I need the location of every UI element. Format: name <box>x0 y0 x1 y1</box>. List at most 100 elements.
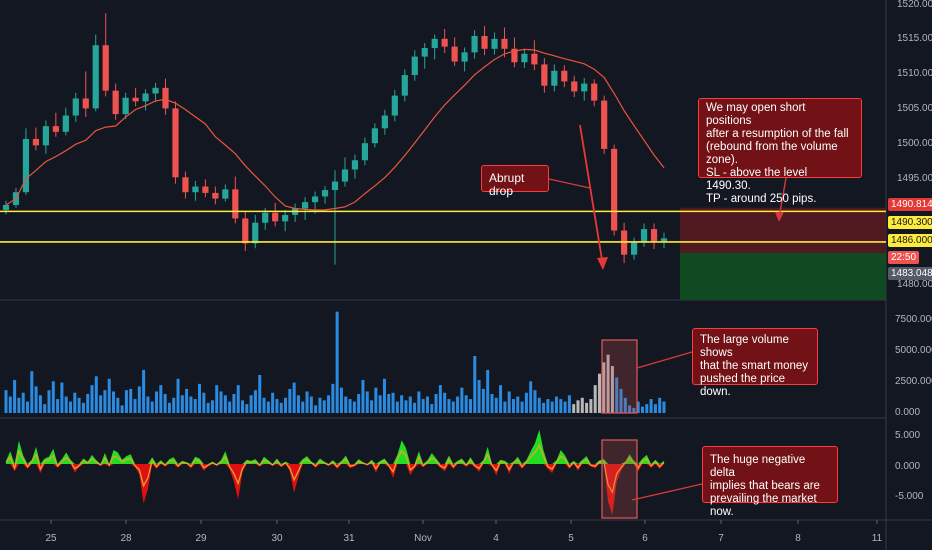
volume-bar <box>215 385 219 413</box>
volume-bar <box>486 369 490 413</box>
time-axis-label: 8 <box>795 533 801 544</box>
volume-bar <box>43 404 47 413</box>
volume-bar <box>352 401 356 413</box>
volume-bar <box>180 395 184 413</box>
plan-connector-head <box>775 212 784 222</box>
volume-bar <box>314 405 318 413</box>
candle-body <box>62 115 69 132</box>
volume-bar <box>322 400 326 413</box>
candle-body <box>601 100 608 149</box>
volume-bar <box>77 397 81 413</box>
candle-body <box>242 218 249 244</box>
volume-note-line-1: The large volume shows <box>700 334 789 359</box>
volume-bar <box>653 404 657 413</box>
candle-body <box>660 238 668 242</box>
volume-bar <box>344 396 348 413</box>
volume-bar <box>56 399 60 413</box>
candle-body <box>282 214 289 222</box>
volume-bar <box>408 396 412 413</box>
price-tag-stop: 1490.814 <box>888 198 932 211</box>
volume-bar <box>94 376 98 413</box>
candle-body <box>222 189 229 199</box>
volume-bar <box>30 371 34 413</box>
candle-body <box>541 64 548 86</box>
candle-body <box>401 75 408 96</box>
volume-bar <box>331 383 335 413</box>
volume-bar <box>511 399 515 413</box>
volume-bar <box>563 401 567 413</box>
volume-bar <box>503 401 507 413</box>
volume-bar <box>438 385 442 413</box>
volume-bar <box>400 395 404 413</box>
volume-bar <box>374 387 378 413</box>
candle-body <box>311 196 319 203</box>
volume-bar <box>537 397 541 413</box>
candle-body <box>361 143 368 161</box>
candle-body <box>72 98 79 116</box>
volume-bar <box>640 406 645 413</box>
candle-body <box>132 97 139 102</box>
volume-bar <box>361 380 365 413</box>
volume-bar <box>60 382 64 413</box>
volume-bar <box>602 362 606 413</box>
delta-highlight-box <box>601 439 638 519</box>
price-axis-label: 1500.000 <box>897 138 932 149</box>
volume-bar <box>619 388 623 413</box>
candle-body <box>122 97 129 115</box>
volume-bar <box>662 401 666 413</box>
volume-bar <box>275 399 279 413</box>
volume-bar <box>309 396 313 413</box>
volume-bar <box>585 402 589 413</box>
price-axis-label: 1480.000 <box>897 279 932 290</box>
volume-bar <box>25 401 30 413</box>
volume-bar <box>112 391 116 413</box>
volume-bar <box>490 393 494 413</box>
candle-body <box>192 186 199 193</box>
volume-bar <box>370 400 374 413</box>
volume-bar <box>456 396 460 413</box>
volume-bar <box>451 401 455 413</box>
time-axis-label: Nov <box>414 533 432 544</box>
candle-body <box>42 126 49 146</box>
volume-bar <box>378 395 382 413</box>
candle-body <box>272 212 279 222</box>
time-axis-label: 31 <box>343 533 355 544</box>
price-axis-label: 1520.000 <box>897 0 932 10</box>
volume-bar <box>391 392 395 413</box>
candle-body <box>421 48 428 57</box>
drop-arrow-line <box>579 124 604 267</box>
delta-negative-area <box>6 464 664 516</box>
candle-body <box>501 38 508 49</box>
time-axis-label: 28 <box>120 533 132 544</box>
volume-bar <box>554 396 558 413</box>
candle-body <box>591 83 598 101</box>
volume-bar <box>593 385 597 413</box>
candle-body <box>152 87 159 94</box>
delta-axis-label: 0.000 <box>895 461 920 472</box>
volume-bar <box>339 387 343 413</box>
volume-bar <box>176 378 180 413</box>
volume-bar <box>387 393 391 413</box>
short-plan-annotation: We may open short positions after a resu… <box>698 98 862 205</box>
candle-body <box>581 83 588 92</box>
volume-bar <box>47 390 51 413</box>
volume-bar <box>395 401 399 413</box>
volume-bar <box>103 390 107 413</box>
candle-body <box>331 181 339 191</box>
candle-body <box>32 138 39 146</box>
volume-bar <box>382 378 386 413</box>
time-axis-label: 30 <box>271 533 283 544</box>
volume-bar <box>284 397 288 413</box>
volume-bar <box>64 396 68 413</box>
candle-body <box>521 53 528 63</box>
volume-bar <box>81 402 85 413</box>
candle-body <box>441 38 448 47</box>
volume-annotation: The large volume shows that the smart mo… <box>692 328 818 398</box>
plan-connector <box>778 177 787 219</box>
volume-bar <box>305 391 309 413</box>
volume-bar <box>159 385 163 413</box>
volume-bar <box>434 393 438 413</box>
delta-note-line-2: implies that bears are <box>710 480 820 492</box>
